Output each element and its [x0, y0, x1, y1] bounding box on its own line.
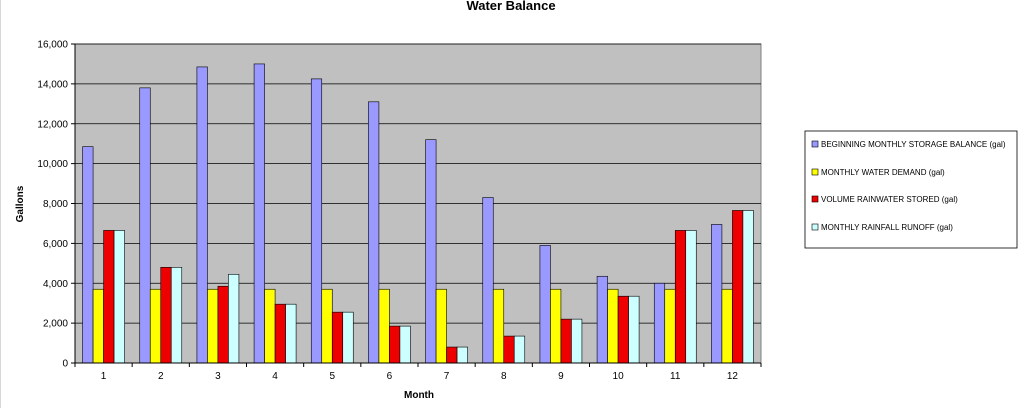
- bar: [160, 266, 172, 364]
- legend: BEGINNING MONTHLY STORAGE BALANCE (gal) M…: [804, 130, 1018, 249]
- x-tick-label: 12: [727, 371, 739, 382]
- legend-swatch: [811, 223, 819, 231]
- bar: [628, 295, 640, 364]
- y-tick-label: 2,000: [43, 319, 68, 330]
- bar: [342, 311, 354, 364]
- bar: [310, 78, 323, 364]
- bar: [285, 303, 297, 364]
- bar: [170, 266, 183, 364]
- y-tick-label: 6,000: [43, 239, 68, 250]
- legend-entry: MONTHLY WATER DEMAND (gal): [821, 168, 945, 177]
- x-tick-label: 3: [215, 371, 221, 382]
- bar: [653, 282, 666, 364]
- x-tick-label: 10: [613, 371, 625, 382]
- bar: [742, 210, 754, 364]
- legend-entry: BEGINNING MONTHLY STORAGE BALANCE (gal): [821, 140, 1006, 149]
- bar: [274, 303, 286, 364]
- x-axis-label: Month: [404, 390, 434, 401]
- x-tick-label: 11: [670, 371, 681, 382]
- bar: [550, 288, 562, 364]
- bar: [513, 335, 526, 364]
- bar: [664, 288, 676, 364]
- x-tick-label: 1: [101, 371, 107, 382]
- legend-swatch: [811, 168, 819, 176]
- y-tick-label: 4,000: [43, 279, 68, 290]
- bar: [378, 288, 390, 364]
- legend-entry: VOLUME RAINWATER STORED (gal): [821, 195, 958, 204]
- legend-swatch: [811, 140, 819, 148]
- legend-box: [804, 130, 1018, 249]
- bar: [596, 275, 608, 364]
- bar: [264, 288, 276, 364]
- bar: [560, 318, 572, 364]
- bar: [617, 295, 629, 364]
- bar: [389, 325, 401, 364]
- bar: [492, 288, 505, 364]
- bar: [435, 288, 447, 364]
- legend-entry: MONTHLY RAINFALL RUNOFF (gal): [821, 223, 953, 232]
- bar: [607, 288, 619, 364]
- y-tick-label: 10,000: [37, 159, 68, 170]
- x-tick-label: 2: [158, 371, 164, 382]
- bar: [217, 285, 229, 364]
- bar: [721, 288, 733, 364]
- x-tick-label: 8: [501, 371, 507, 382]
- x-tick-label: 4: [272, 371, 278, 382]
- bar: [456, 346, 468, 364]
- bar: [139, 87, 151, 364]
- bar: [113, 230, 125, 364]
- x-tick-label: 9: [558, 371, 564, 382]
- bar: [425, 139, 437, 364]
- bar: [674, 230, 687, 364]
- bar: [253, 63, 265, 364]
- bar: [82, 146, 94, 364]
- bar: [711, 224, 723, 364]
- bar: [539, 245, 551, 364]
- bar: [331, 311, 344, 364]
- legend-swatch: [811, 195, 819, 203]
- bar: [685, 230, 697, 364]
- y-tick-label: 0: [62, 359, 68, 370]
- bar: [149, 288, 162, 364]
- bar: [446, 346, 458, 364]
- bar: [368, 101, 380, 364]
- chart-title: Water Balance: [466, 0, 555, 13]
- bar: [321, 288, 333, 364]
- x-tick-label: 7: [444, 371, 450, 382]
- x-tick-label: 5: [329, 371, 335, 382]
- x-tick-label: 6: [387, 371, 393, 382]
- bar: [103, 230, 115, 364]
- plot-area: 0 2,000 4,000 6,000 8,000 10,000 12,000 14,000 1…: [37, 40, 762, 382]
- bar: [503, 335, 515, 364]
- bar: [571, 318, 583, 364]
- y-tick-label: 8,000: [43, 199, 68, 210]
- bar: [92, 288, 104, 364]
- bar: [207, 288, 219, 364]
- y-tick-label: 14,000: [37, 79, 68, 90]
- bar: [399, 325, 411, 364]
- bar: [732, 210, 744, 364]
- y-tick-label: 12,000: [37, 119, 68, 130]
- bar: [196, 66, 208, 364]
- bar: [228, 273, 240, 364]
- y-axis-label: Gallons: [15, 185, 26, 222]
- bar: [482, 197, 494, 364]
- y-tick-label: 16,000: [37, 40, 68, 51]
